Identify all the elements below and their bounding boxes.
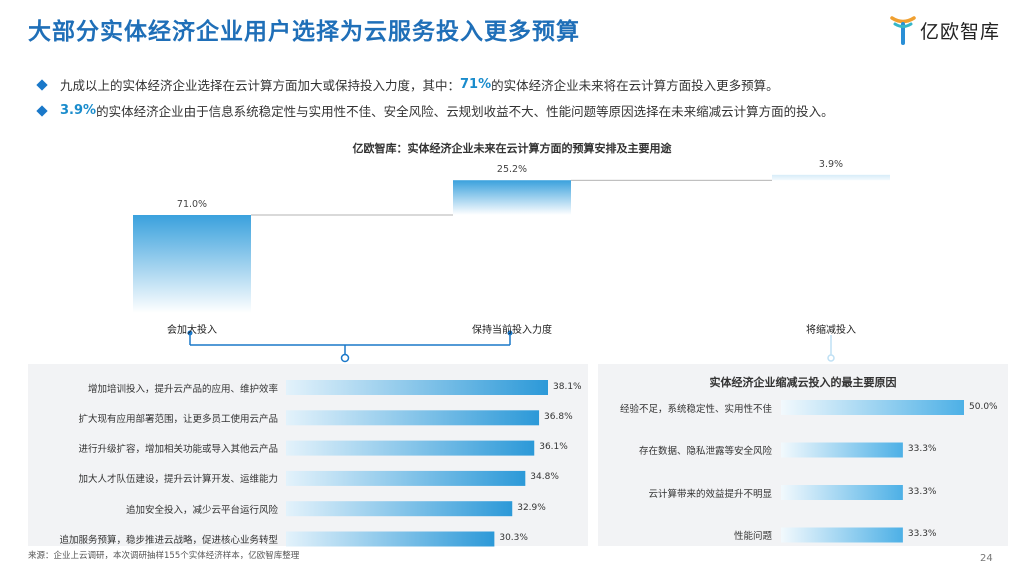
usage-value-label: 38.1% (553, 381, 582, 392)
reason-node (827, 354, 835, 362)
reasons-value-label: 33.3% (907, 529, 937, 539)
bullet-2: 3.9% 的实体经济企业由于信息系统稳定性与实用性不佳、安全风险、云规划收益不大… (36, 101, 834, 120)
waterfall-value-label: 25.2% (496, 164, 528, 176)
source-note: 来源：企业上云调研，本次调研抽样155个实体经济样本，亿欧智库整理 (28, 551, 300, 561)
waterfall-bar (133, 215, 251, 313)
usage-value-label: 34.8% (530, 472, 559, 483)
waterfall-category-label: 会加大投入 (167, 325, 217, 336)
usage-category-label: 增加培训投入，提升云产品的应用、维护效率 (87, 383, 278, 395)
bullet-1-pre: 九成以上的实体经济企业选择在云计算方面加大或保持投入力度，其中： (60, 78, 461, 93)
usage-category-label: 进行升级扩容，增加相关功能或导入其他云产品 (78, 444, 278, 456)
usage-value-label: 32.9% (517, 502, 546, 513)
usage-bar (286, 380, 548, 395)
usage-category-label: 追加安全投入，减少云平台运行风险 (125, 504, 278, 516)
reasons-bar (781, 400, 964, 415)
waterfall-bar (772, 174, 890, 181)
bullet-2-highlight: 3.9% (60, 103, 97, 118)
waterfall-category-label: 保持当前投入力度 (472, 325, 552, 336)
usage-bar (286, 470, 526, 486)
reasons-category-label: 性能问题 (733, 531, 772, 542)
logo-text: 亿欧智库 (920, 20, 1001, 43)
usage-category-label: 扩大现有应用部署范围，让更多员工使用云产品 (78, 413, 278, 425)
waterfall-category-label: 将缩减投入 (806, 325, 856, 336)
reasons-category-label: 经验不足，系统稳定性、实用性不佳 (619, 403, 772, 415)
usage-value-label: 36.1% (539, 442, 568, 453)
bracket-dot (507, 330, 513, 336)
waterfall-value-label: 71.0% (176, 199, 208, 210)
bullet-1-highlight: 71% (460, 77, 492, 92)
usage-bar (286, 440, 535, 456)
reasons-value-label: 33.3% (907, 486, 937, 497)
logo-icon (890, 16, 916, 45)
bracket-node (340, 353, 350, 363)
usage-value-label: 30.3% (499, 533, 528, 543)
bracket-dot (187, 330, 193, 336)
waterfall-value-label: 3.9% (818, 158, 844, 170)
waterfall-bar (453, 180, 571, 215)
bullet-1-post: 的实体经济企业未来将在云计算方面投入更多预算。 (491, 78, 779, 93)
usage-bar (286, 531, 495, 547)
usage-category-label: 追加服务预算，稳步推进云战略，促进核心业务转型 (59, 535, 278, 546)
reasons-bar (781, 442, 903, 458)
usage-bar (286, 410, 540, 426)
reasons-bar (781, 485, 903, 500)
page-title: 大部分实体经济企业用户选择为云服务投入更多预算 (28, 19, 580, 45)
usage-value-label: 36.8% (544, 411, 573, 422)
reasons-title: 实体经济企业缩减云投入的最主要原因 (709, 376, 897, 389)
bullet-1: 九成以上的实体经济企业选择在云计算方面加大或保持投入力度，其中： 71% 的实体… (36, 75, 779, 94)
reasons-category-label: 存在数据、隐私泄露等安全风险 (638, 446, 772, 457)
usage-category-label: 加大人才队伍建设，提升云计算开发、运维能力 (78, 474, 278, 486)
bullet-2-post: 的实体经济企业由于信息系统稳定性与实用性不佳、安全风险、云规划收益不大、性能问题… (96, 104, 834, 119)
usage-bar (286, 501, 513, 517)
reasons-value-label: 50.0% (969, 401, 998, 412)
reasons-category-label: 云计算带来的效益提升不明显 (648, 488, 772, 500)
waterfall-title: 亿欧智库：实体经济企业未来在云计算方面的预算安排及主要用途 (352, 142, 672, 155)
reasons-bar (781, 527, 903, 543)
reasons-value-label: 33.3% (907, 444, 937, 454)
logo: 亿欧智库 (890, 14, 1000, 46)
page-number: 24 (980, 553, 993, 564)
